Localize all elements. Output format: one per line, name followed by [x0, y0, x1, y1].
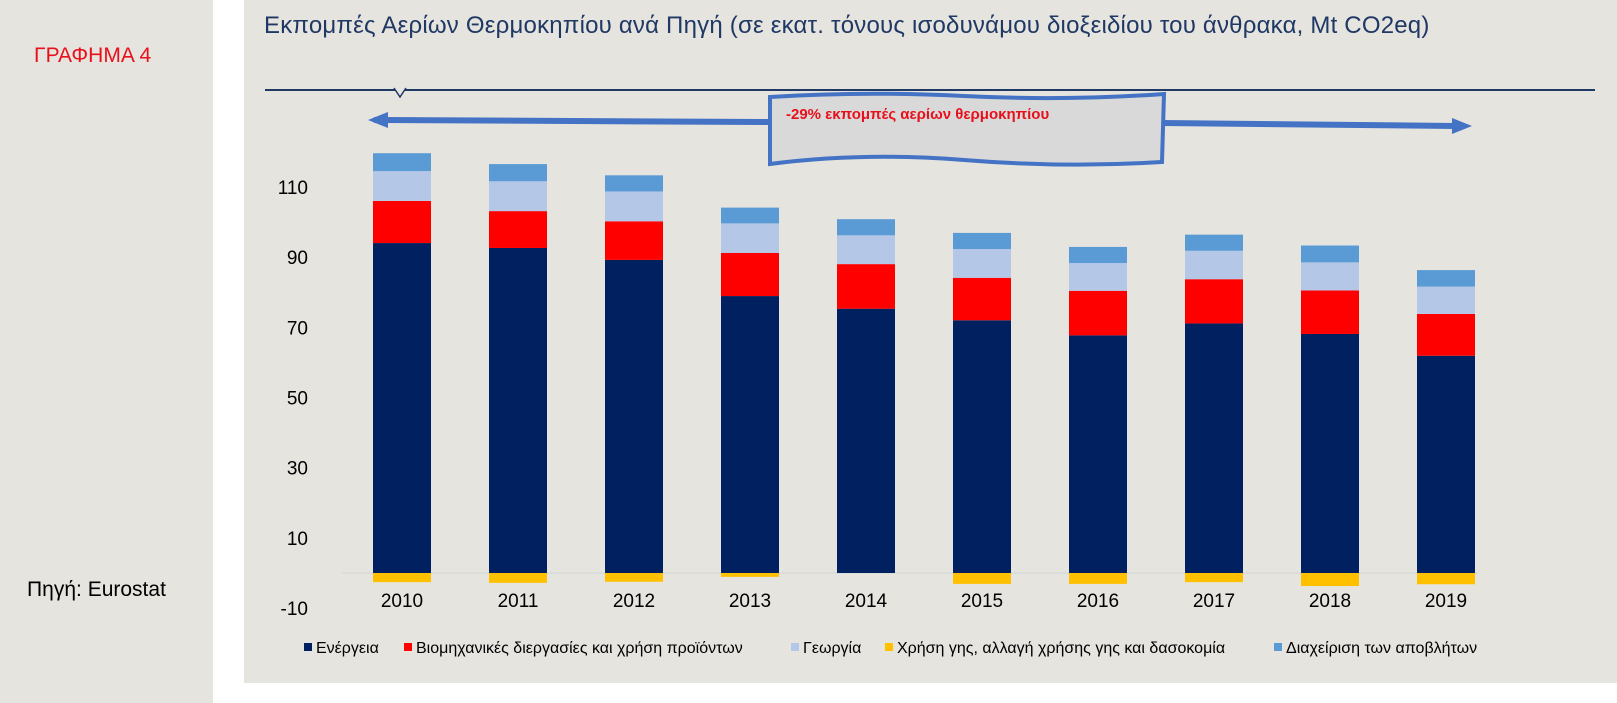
- plot-area: -10 10 30 50 70 90 110 2010 2011 2012 2013 2014 2015…: [278, 153, 1478, 620]
- bar-segment: [373, 573, 431, 583]
- y-tick-label: 10: [287, 529, 308, 550]
- bar-segment: [1069, 246, 1127, 264]
- legend-swatch: [791, 643, 799, 651]
- x-tick-label: 2018: [1309, 591, 1351, 612]
- x-tick-label: 2013: [729, 591, 771, 612]
- figure-label: ΓΡΑΦΗΜΑ 4: [34, 44, 152, 67]
- bar-segment: [721, 573, 779, 577]
- source-label: Πηγή: Eurostat: [27, 578, 166, 601]
- bar-segment: [489, 573, 547, 583]
- legend-swatch: [404, 643, 412, 651]
- y-tick-label: 90: [287, 248, 308, 269]
- bar-segment: [1301, 573, 1359, 586]
- y-tick-label: 50: [287, 389, 308, 410]
- bar-segment: [605, 175, 663, 192]
- bar-segment: [489, 181, 547, 212]
- bar-segment: [1185, 279, 1243, 324]
- x-tick-label: 2012: [613, 591, 655, 612]
- annotation-text: -29% εκπομπές αερίων θερμοκηπίου: [786, 106, 1049, 123]
- title-rule: [265, 89, 1595, 91]
- trend-arrow-left-head: [368, 112, 388, 128]
- bar-segment: [1185, 573, 1243, 583]
- bar-segment: [489, 164, 547, 182]
- bar-segment: [1417, 286, 1475, 314]
- legend: Ενέργεια Βιομηχανικές διεργασίες και χρήσ…: [304, 640, 1477, 657]
- bar-segment: [953, 249, 1011, 278]
- bar-segment: [1417, 270, 1475, 287]
- bar-segment: [373, 171, 431, 201]
- bar-segment: [1069, 290, 1127, 336]
- bar-segment: [837, 235, 895, 265]
- chart-svg: -29% εκπομπές αερίων θερμοκηπίου -10 10 30…: [278, 87, 1478, 657]
- legend-label: Βιομηχανικές διεργασίες και χρήση προϊόν…: [416, 640, 743, 657]
- y-tick-label: 110: [278, 178, 308, 199]
- bar-segment: [1069, 573, 1127, 584]
- bar-segment: [489, 211, 547, 248]
- bar-segment: [373, 153, 431, 172]
- x-tick-label: 2011: [498, 591, 539, 612]
- title-notch: [393, 87, 407, 99]
- bar-segment: [721, 223, 779, 253]
- bar-segment: [373, 200, 431, 244]
- bar-segment: [721, 207, 779, 224]
- legend-label: Διαχείριση των αποβλήτων: [1286, 640, 1477, 657]
- legend-label: Ενέργεια: [316, 640, 379, 657]
- bar-segment: [953, 573, 1011, 584]
- x-tick-label: 2010: [381, 591, 423, 612]
- x-tick-label: 2017: [1193, 591, 1235, 612]
- bar-segment: [605, 221, 663, 260]
- trend-annotation: -29% εκπομπές αερίων θερμοκηπίου: [368, 91, 1472, 167]
- bar-segment: [605, 573, 663, 582]
- bar-segment: [605, 259, 663, 573]
- bar-segment: [953, 277, 1011, 321]
- chart-panel: Εκπομπές Αερίων Θερμοκηπίου ανά Πηγή (σε…: [244, 0, 1617, 683]
- legend-swatch: [885, 643, 893, 651]
- bar-segment: [1417, 573, 1475, 585]
- bar-segment: [1301, 245, 1359, 263]
- annotation-box: [768, 91, 1167, 167]
- bar-segment: [373, 243, 431, 573]
- bar-segment: [837, 219, 895, 236]
- y-tick-label: -10: [281, 599, 308, 620]
- bar-segment: [1069, 263, 1127, 291]
- bar-segment: [1301, 262, 1359, 291]
- x-tick-label: 2019: [1425, 591, 1467, 612]
- legend-swatch: [304, 643, 312, 651]
- bar-segment: [1301, 333, 1359, 573]
- x-tick-label: 2016: [1077, 591, 1119, 612]
- bar-segment: [1185, 234, 1243, 251]
- x-tick-label: 2014: [845, 591, 888, 612]
- bar-segment: [1185, 250, 1243, 280]
- bar-segment: [837, 264, 895, 309]
- y-tick-label: 30: [287, 459, 308, 480]
- bar-segment: [1301, 290, 1359, 334]
- side-panel: ΓΡΑΦΗΜΑ 4 Πηγή: Eurostat: [0, 0, 213, 703]
- trend-arrow-right-shaft: [1161, 120, 1457, 129]
- bar-segment: [837, 308, 895, 573]
- legend-label: Χρήση γης, αλλαγή χρήσης γης και δασοκομ…: [897, 640, 1225, 657]
- chart-title: Εκπομπές Αερίων Θερμοκηπίου ανά Πηγή (σε…: [264, 12, 1430, 39]
- y-tick-label: 70: [287, 318, 308, 339]
- bar-segment: [953, 320, 1011, 573]
- bar-segment: [721, 296, 779, 573]
- bar-segment: [1069, 335, 1127, 573]
- bar-segment: [953, 232, 1011, 250]
- bar-segment: [721, 252, 779, 297]
- bar-segment: [489, 247, 547, 573]
- bar-segment: [1417, 355, 1475, 573]
- bar-segment: [1185, 323, 1243, 573]
- x-tick-label: 2015: [961, 591, 1003, 612]
- trend-arrow-left-shaft: [373, 117, 771, 125]
- bar-segment: [1417, 313, 1475, 356]
- legend-label: Γεωργία: [803, 640, 861, 657]
- bar-segment: [605, 191, 663, 222]
- trend-arrow-right-head: [1452, 118, 1472, 134]
- legend-swatch: [1274, 643, 1282, 651]
